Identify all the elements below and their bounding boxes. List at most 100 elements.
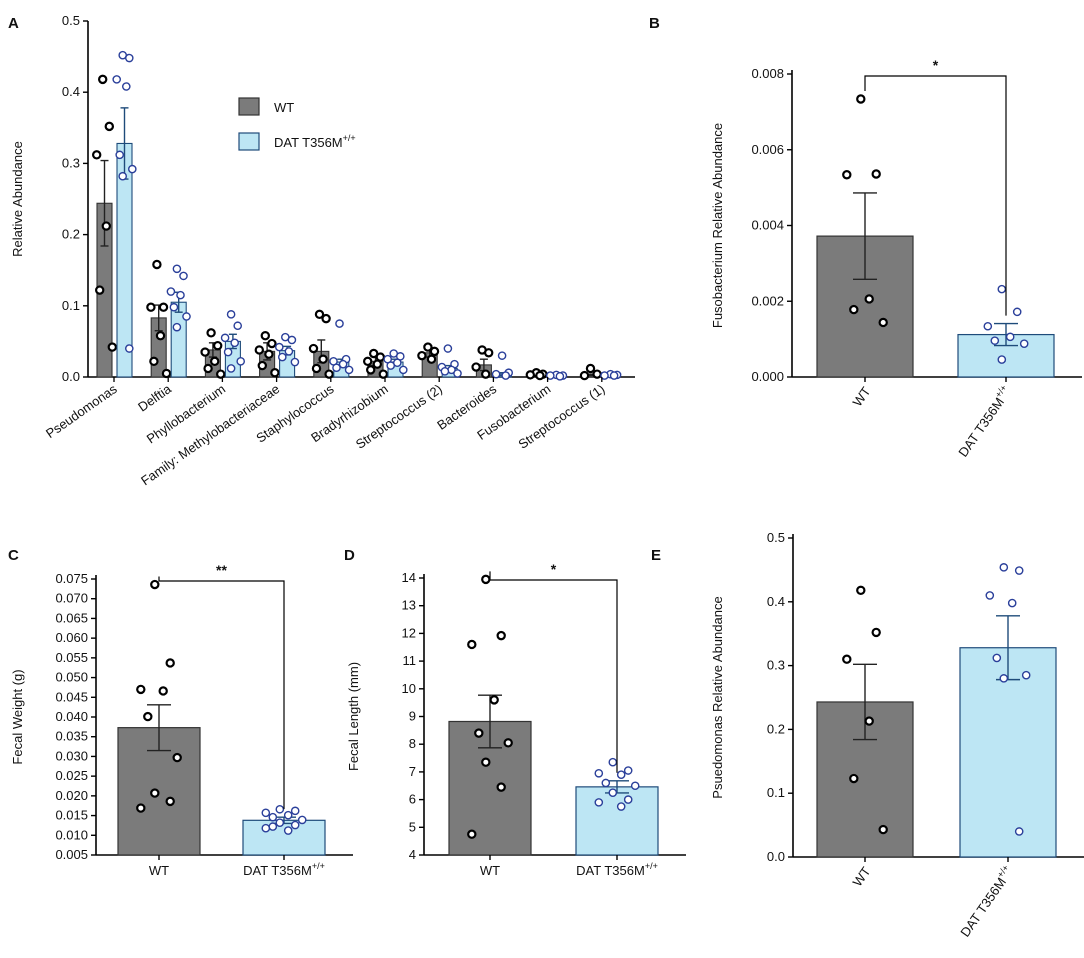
data-point	[268, 822, 278, 831]
y-tick-label: 0.015	[55, 808, 88, 823]
data-point	[372, 359, 382, 369]
data-point	[290, 806, 300, 816]
data-point	[594, 798, 604, 807]
data-point	[1007, 598, 1017, 608]
y-tick-label: 13	[402, 598, 416, 613]
data-point	[856, 585, 866, 596]
data-point	[471, 362, 481, 372]
data-point	[496, 630, 506, 641]
y-tick-label: 0.020	[55, 788, 88, 803]
significance-bracket	[864, 75, 1007, 316]
data-point	[555, 371, 565, 381]
data-point	[386, 361, 396, 370]
data-point	[1021, 670, 1031, 680]
data-point	[1014, 827, 1024, 836]
data-point	[212, 340, 223, 351]
data-point	[226, 310, 236, 319]
y-tick-label: 8	[409, 736, 416, 751]
data-point	[484, 348, 494, 358]
y-tick-label: 0.002	[751, 293, 784, 308]
data-point	[125, 53, 134, 63]
data-point	[992, 653, 1002, 663]
y-tick-label: 0.010	[55, 827, 88, 842]
data-point	[496, 782, 506, 792]
y-tick-label: 0.4	[767, 594, 785, 609]
data-point	[535, 370, 545, 381]
y-tick-label: 0.025	[55, 768, 88, 783]
data-point	[275, 818, 285, 827]
data-point	[270, 368, 280, 378]
x-tick-label: DAT T356M+/+	[243, 861, 325, 878]
data-point	[257, 360, 267, 371]
data-point	[864, 294, 874, 304]
data-point	[1014, 566, 1024, 575]
y-tick-label: 0.4	[62, 84, 80, 99]
x-tick-label: WT	[480, 863, 500, 878]
data-point	[97, 74, 108, 85]
panel-letter-c: C	[8, 547, 19, 564]
y-tick-label: 0.040	[55, 709, 88, 724]
data-point	[112, 75, 121, 84]
y-tick-label: 0.055	[55, 650, 88, 665]
data-point	[94, 285, 105, 295]
data-point	[579, 370, 590, 381]
x-tick-label: Delftia	[135, 381, 174, 415]
bar-dat-t356m	[959, 647, 1057, 858]
data-point	[481, 369, 491, 379]
data-point	[503, 738, 513, 748]
data-point	[878, 824, 888, 835]
bar-dat-t356m	[575, 786, 659, 856]
y-tick-label: 0.060	[55, 630, 88, 645]
data-point	[423, 342, 433, 352]
y-tick-label: 0.006	[751, 142, 784, 157]
data-point	[467, 829, 477, 839]
data-point	[481, 574, 491, 585]
y-tick-label: 0.030	[55, 748, 88, 763]
panel-letter-b: B	[649, 15, 660, 32]
data-point	[616, 802, 626, 811]
data-point	[236, 357, 245, 366]
x-tick-label: DAT T356M+/+	[954, 383, 1015, 460]
data-point	[983, 321, 993, 331]
data-point	[264, 349, 274, 359]
data-point	[609, 371, 619, 380]
data-point	[172, 752, 182, 763]
y-tick-label: 0.3	[62, 155, 80, 170]
data-point	[267, 338, 277, 349]
legend-label-dat-t356m: DAT T356M+/+	[274, 133, 356, 150]
data-point	[443, 344, 453, 353]
y-tick-label: 0.2	[767, 721, 785, 736]
data-point	[155, 331, 166, 341]
y-tick-label: 0.000	[751, 369, 784, 384]
panel-letter-a: A	[8, 15, 19, 32]
data-point	[261, 808, 271, 818]
data-point	[608, 757, 618, 767]
data-point	[842, 654, 852, 664]
data-point	[871, 169, 881, 179]
data-point	[501, 371, 511, 380]
y-axis-title: Relative Abundance	[10, 141, 25, 257]
data-point	[206, 328, 216, 338]
y-axis-title: Fusobacterium Relative Abundance	[710, 123, 725, 328]
data-point	[182, 312, 191, 321]
y-tick-label: 5	[409, 819, 416, 834]
x-tick-label: DAT T356M+/+	[576, 861, 658, 878]
y-tick-label: 4	[409, 847, 416, 862]
data-point	[417, 350, 427, 361]
data-point	[585, 363, 596, 374]
data-point	[623, 766, 633, 775]
data-point	[398, 365, 408, 375]
data-point	[158, 302, 169, 312]
data-point	[999, 563, 1009, 572]
data-point	[118, 171, 127, 181]
y-tick-label: 0.0	[767, 849, 785, 864]
data-point	[122, 82, 131, 91]
data-point	[426, 354, 437, 364]
data-point	[254, 345, 264, 355]
significance-bracket	[489, 571, 618, 773]
y-tick-label: 0.045	[55, 689, 88, 704]
data-point	[209, 356, 220, 367]
data-point	[378, 369, 388, 379]
data-point	[172, 264, 182, 274]
data-point	[344, 365, 354, 375]
